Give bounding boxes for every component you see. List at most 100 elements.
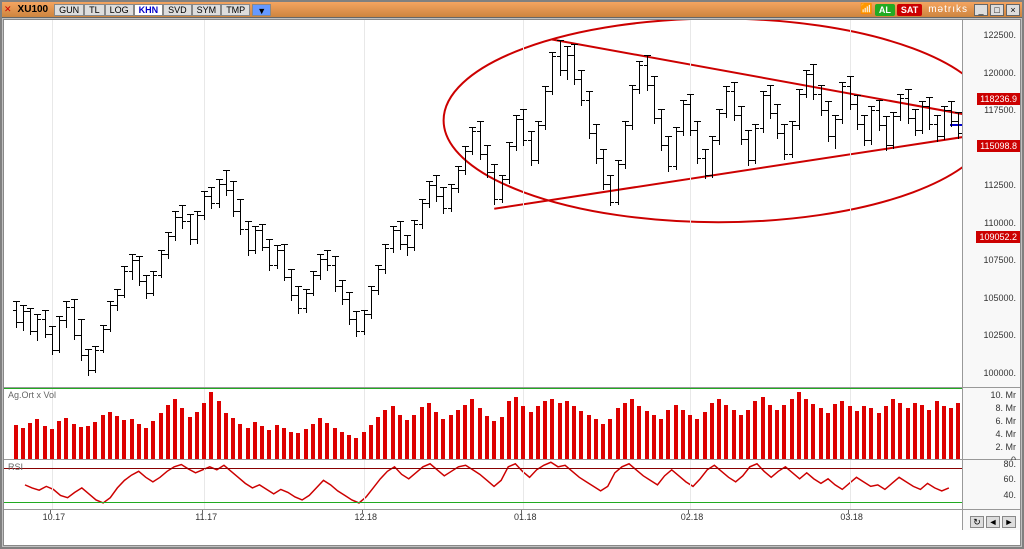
ohlc-bar (443, 187, 444, 214)
rsi-chart-area[interactable] (4, 460, 962, 509)
volume-bar (195, 412, 199, 459)
vol-ytick: 4. Mr (995, 429, 1016, 439)
volume-bar (558, 403, 562, 459)
arrow-right-icon[interactable]: ► (1002, 516, 1016, 528)
volume-bar (398, 415, 402, 460)
price-ytick: 100000. (983, 368, 1016, 378)
volume-bar (550, 399, 554, 459)
dropdown-button[interactable]: ▼ (252, 4, 271, 16)
volume-bar (130, 419, 134, 459)
volume-bar (688, 415, 692, 460)
volume-bar (246, 428, 250, 459)
volume-bar (362, 432, 366, 459)
volume-bar (906, 408, 910, 459)
volume-bar (695, 419, 699, 459)
volume-bar (209, 392, 213, 459)
price-ytick: 117500. (984, 105, 1016, 115)
volume-bar (724, 405, 728, 459)
volume-bar (703, 412, 707, 459)
minimize-button[interactable]: _ (974, 4, 988, 16)
signal-icon: 📶 (860, 4, 872, 15)
volume-bar (456, 410, 460, 459)
rsi-label: RSI (8, 462, 23, 472)
volume-bar (594, 419, 598, 459)
volume-bar (645, 411, 649, 459)
toolbar-btn-sym[interactable]: SYM (192, 4, 222, 16)
toolbar-btn-svd[interactable]: SVD (163, 4, 192, 16)
volume-bar (652, 415, 656, 460)
ohlc-bar (567, 46, 568, 81)
price-chart-area[interactable] (4, 20, 962, 387)
volume-bar (630, 399, 634, 459)
toolbar-btn-tmp[interactable]: TMP (221, 4, 250, 16)
ohlc-bar (915, 109, 916, 136)
price-ytick: 102500. (983, 330, 1016, 340)
ohlc-bar (349, 292, 350, 325)
ohlc-bar (712, 136, 713, 178)
toolbar-btn-tl[interactable]: TL (84, 4, 105, 16)
vol-ytick: 2. Mr (995, 442, 1016, 452)
volume-bar (202, 403, 206, 459)
rsi-ytick: 60. (1003, 474, 1016, 484)
volume-bar (340, 432, 344, 459)
volume-bar (173, 399, 177, 459)
volume-bar (521, 406, 525, 459)
volume-bar (920, 405, 924, 459)
ohlc-bar (291, 269, 292, 301)
vol-ytick: 6. Mr (995, 416, 1016, 426)
volume-bar (753, 401, 757, 459)
volume-bar (260, 426, 264, 459)
volume-bar (761, 397, 765, 459)
close-button[interactable]: × (1006, 4, 1020, 16)
volume-bar (35, 419, 39, 459)
toolbar-btn-log[interactable]: LOG (105, 4, 134, 16)
toolbar-btn-khn[interactable]: KHN (134, 4, 164, 16)
volume-bar (267, 430, 271, 459)
volume-bar (369, 425, 373, 459)
brand-label: mətrıks (924, 4, 972, 15)
volume-bar (623, 403, 627, 459)
ohlc-bar (436, 175, 437, 202)
ohlc-bar (400, 221, 401, 250)
volume-bar (275, 425, 279, 459)
ohlc-bar (879, 100, 880, 132)
ohlc-bar (59, 316, 60, 354)
toolbar-btn-gun[interactable]: GUN (54, 4, 84, 16)
volume-panel: Ag.Ort x Vol 02. Mr4. Mr6. Mr8. Mr10. Mr (4, 388, 1020, 460)
volume-bar (318, 418, 322, 459)
ohlc-bar (175, 211, 176, 241)
volume-bar (383, 410, 387, 459)
volume-bar (674, 405, 678, 459)
ohlc-bar (407, 235, 408, 256)
ohlc-bar (545, 86, 546, 130)
ohlc-bar (298, 286, 299, 315)
arrow-left-icon[interactable]: ◄ (986, 516, 1000, 528)
volume-bar (50, 429, 54, 459)
rsi-ytick: 40. (1003, 490, 1016, 500)
volume-bar (325, 423, 329, 459)
volume-bar (405, 420, 409, 459)
ohlc-bar (937, 115, 938, 142)
volume-bar (427, 403, 431, 459)
ohlc-bar (842, 82, 843, 124)
price-ytick: 110000. (984, 218, 1016, 228)
volume-bar (391, 406, 395, 459)
refresh-icon[interactable]: ↻ (970, 516, 984, 528)
ohlc-bar (327, 250, 328, 271)
ohlc-bar (342, 280, 343, 306)
volume-bar (608, 419, 612, 459)
price-ytick: 112500. (984, 180, 1016, 190)
volume-bar (855, 411, 859, 459)
volume-bar (231, 418, 235, 459)
volume-bar (891, 399, 895, 459)
maximize-button[interactable]: □ (990, 4, 1004, 16)
volume-bar (333, 428, 337, 459)
volume-bar (304, 429, 308, 459)
ohlc-bar (929, 97, 930, 130)
ohlc-bar (871, 106, 872, 145)
volume-bar (282, 428, 286, 459)
volume-bar (289, 432, 293, 459)
ohlc-bar (487, 145, 488, 178)
titlebar: ✕ XU100 GUNTLLOGKHNSVDSYMTMP ▼ 📶 AL SAT … (2, 2, 1022, 18)
volume-chart-area[interactable] (4, 388, 962, 459)
